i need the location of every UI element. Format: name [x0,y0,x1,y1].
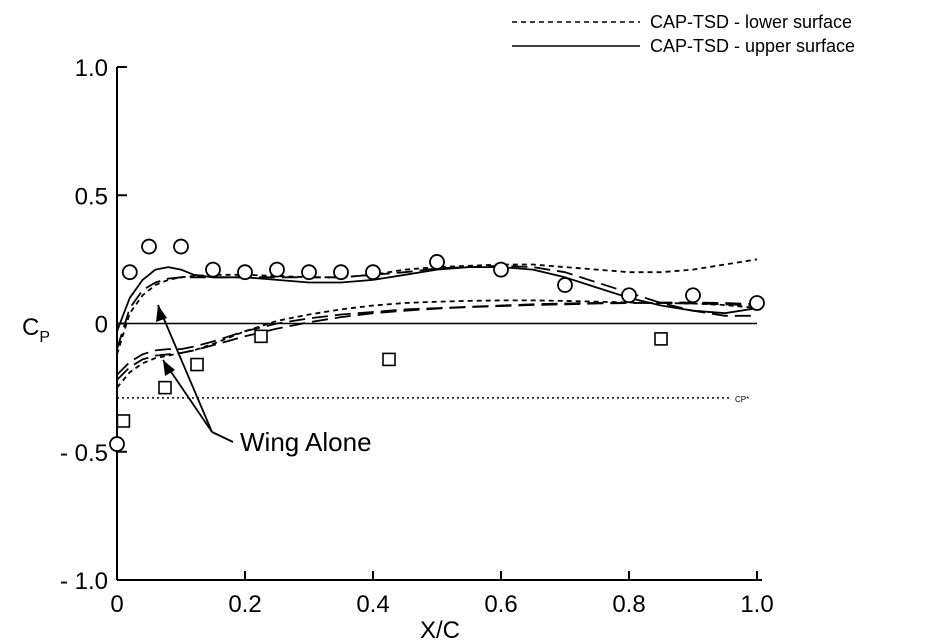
y-tick-label: - 1.0 [60,568,108,595]
markers-group [109,238,765,452]
annotation-arrowhead-upper [156,305,167,322]
circle-marker [493,261,509,278]
legend: CAP-TSD - lower surface CAP-TSD - upper … [512,12,855,56]
y-ticks: 1.0 0.5 0 - 0.5 - 1.0 [60,55,127,595]
annotation-arrowhead-lower [163,360,175,376]
cp-star-label: CP* [735,395,749,404]
circle-marker [333,264,349,281]
circle-marker [121,264,138,281]
square-marker [116,414,131,428]
y-tick-label: 1.0 [75,55,108,82]
square-marker [254,329,268,344]
circle-marker [365,264,381,281]
y-axis-title: CP [22,314,50,346]
x-tick-label: 0.4 [356,591,389,618]
annotation-leader [211,431,234,443]
y-tick-label: 0 [95,312,108,339]
wing-alone-annotation: Wing Alone [156,304,372,457]
circle-marker [429,254,445,270]
square-marker [382,352,396,367]
x-ticks: 0 0.2 0.4 0.6 0.8 1.0 [110,571,774,618]
y-tick-label: 0.5 [75,183,108,210]
circle-marker [685,287,701,304]
reference-lines [117,322,757,399]
circle-marker [301,264,317,281]
legend-label-upper-surface: CAP-TSD - upper surface [650,36,855,56]
annotation-label: Wing Alone [240,427,372,457]
y-tick-label: - 0.5 [60,440,108,467]
circle-marker [109,436,125,452]
y-axis-title-subscript: P [39,329,50,346]
circle-marker [749,295,765,311]
x-tick-label: 0.2 [228,591,261,618]
x-tick-label: 1.0 [740,591,773,618]
circle-marker [621,287,637,304]
series-line-long-dash [116,301,758,381]
x-axis-title: X/C [420,617,460,643]
circle-marker [205,261,221,278]
square-marker [158,380,172,395]
x-tick-label: 0 [110,591,123,618]
legend-label-lower-surface: CAP-TSD - lower surface [650,12,852,32]
x-tick-label: 0.8 [612,591,645,618]
circle-marker [141,238,157,255]
y-axis-title-main: C [22,314,39,341]
square-marker [654,332,668,346]
circle-marker [237,264,253,281]
series-line-short-dash [116,299,758,389]
circle-marker [269,261,285,278]
x-tick-label: 0.6 [484,591,517,618]
square-marker [190,357,204,372]
series-line-long-dash [116,302,758,376]
circle-marker [173,238,189,255]
annotation-arrow-upper [157,304,213,433]
circle-marker [557,277,573,293]
